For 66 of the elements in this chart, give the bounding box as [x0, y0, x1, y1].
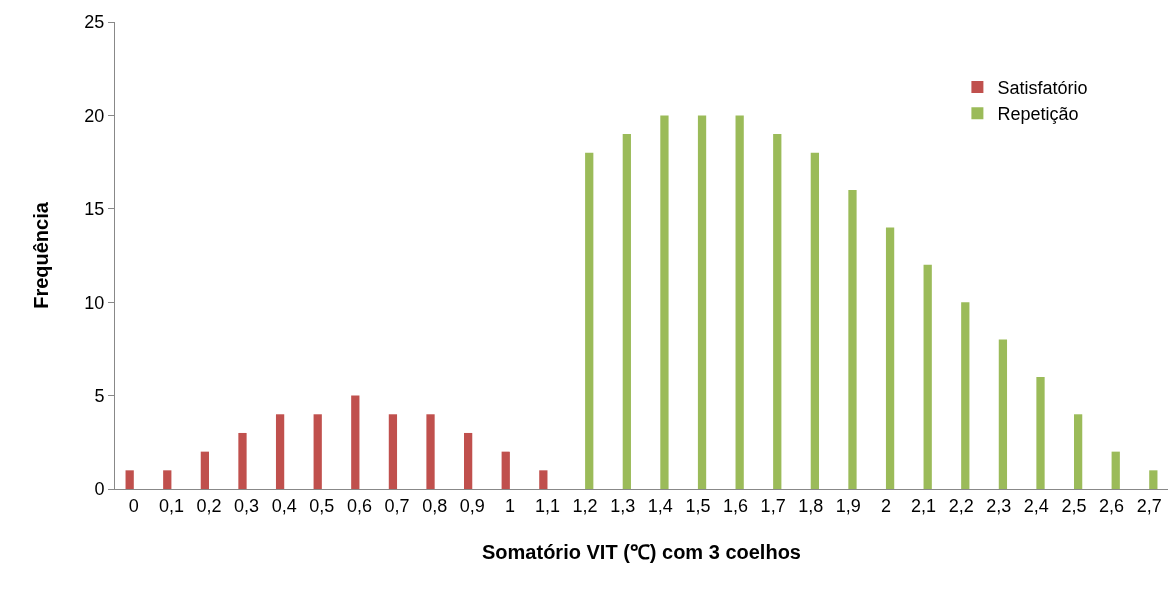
- x-tick-label: 2,2: [948, 495, 974, 516]
- x-tick-label: 1,5: [685, 495, 711, 516]
- bar: [697, 115, 707, 489]
- bar: [848, 190, 857, 489]
- bar: [585, 152, 594, 489]
- x-tick-label: 2,3: [986, 495, 1012, 516]
- x-tick-label: 0,8: [422, 495, 448, 516]
- x-tick-label: 1,8: [798, 495, 824, 516]
- x-tick-label: 0,1: [158, 495, 184, 516]
- x-tick-label: 1: [504, 495, 515, 516]
- y-tick-label: 20: [84, 105, 105, 126]
- x-tick-label: 1,3: [610, 495, 636, 516]
- x-tick-label: 0,3: [234, 495, 260, 516]
- x-tick-label: 2,4: [1023, 495, 1049, 516]
- x-tick-label: 0,9: [459, 495, 485, 516]
- y-axis-title: Frequência: [29, 201, 52, 309]
- x-tick-label: 0,4: [271, 495, 297, 516]
- bar: [1073, 414, 1083, 489]
- x-tick-label: 2,1: [911, 495, 937, 516]
- bar: [463, 432, 473, 489]
- x-tick-label: 1,2: [572, 495, 598, 516]
- y-tick-label: 10: [84, 292, 105, 313]
- bar: [125, 470, 134, 489]
- bar: [961, 302, 970, 489]
- x-tick-label: 1,9: [835, 495, 861, 516]
- bar: [773, 134, 782, 489]
- bar: [1036, 376, 1045, 489]
- bar: [275, 414, 285, 489]
- bar: [885, 227, 895, 489]
- bar: [238, 432, 247, 489]
- x-tick-label: 0,2: [196, 495, 222, 516]
- y-tick-label: 5: [94, 385, 105, 406]
- x-tick-label: 2,6: [1099, 495, 1125, 516]
- bar: [426, 414, 435, 489]
- x-tick-label: 1,6: [723, 495, 749, 516]
- x-tick-label: 2,5: [1061, 495, 1087, 516]
- bar: [998, 339, 1008, 489]
- x-tick-label: 1,7: [760, 495, 786, 516]
- bar: [810, 152, 820, 489]
- x-tick-label: 0: [128, 495, 139, 516]
- x-tick-label: 1,1: [534, 495, 560, 516]
- x-tick-label: 2,7: [1136, 495, 1162, 516]
- bar: [501, 451, 510, 489]
- y-tick-label: 15: [84, 199, 105, 220]
- y-tick-label: 0: [94, 479, 105, 500]
- x-tick-label: 0,7: [384, 495, 410, 516]
- bar: [200, 451, 210, 489]
- bar: [923, 264, 932, 489]
- bar: [735, 115, 744, 489]
- x-tick-label: 1,4: [647, 495, 673, 516]
- bar: [539, 470, 548, 489]
- y-tick-label: 25: [84, 12, 105, 33]
- bar: [1111, 451, 1120, 489]
- x-tick-label: 0,5: [309, 495, 335, 516]
- bar: [351, 395, 360, 489]
- bar: [388, 414, 398, 489]
- x-tick-label: 2: [880, 495, 891, 516]
- bar: [163, 470, 172, 489]
- bar: [1149, 470, 1158, 489]
- bar: [622, 134, 631, 489]
- x-axis-title: Somatório VIT (℃) com 3 coelhos: [482, 541, 801, 564]
- bar: [660, 115, 669, 489]
- x-tick-label: 0,6: [346, 495, 372, 516]
- legend-label: Repetição: [997, 104, 1079, 125]
- bar: [313, 414, 322, 489]
- legend-label: Satisfatório: [997, 77, 1088, 98]
